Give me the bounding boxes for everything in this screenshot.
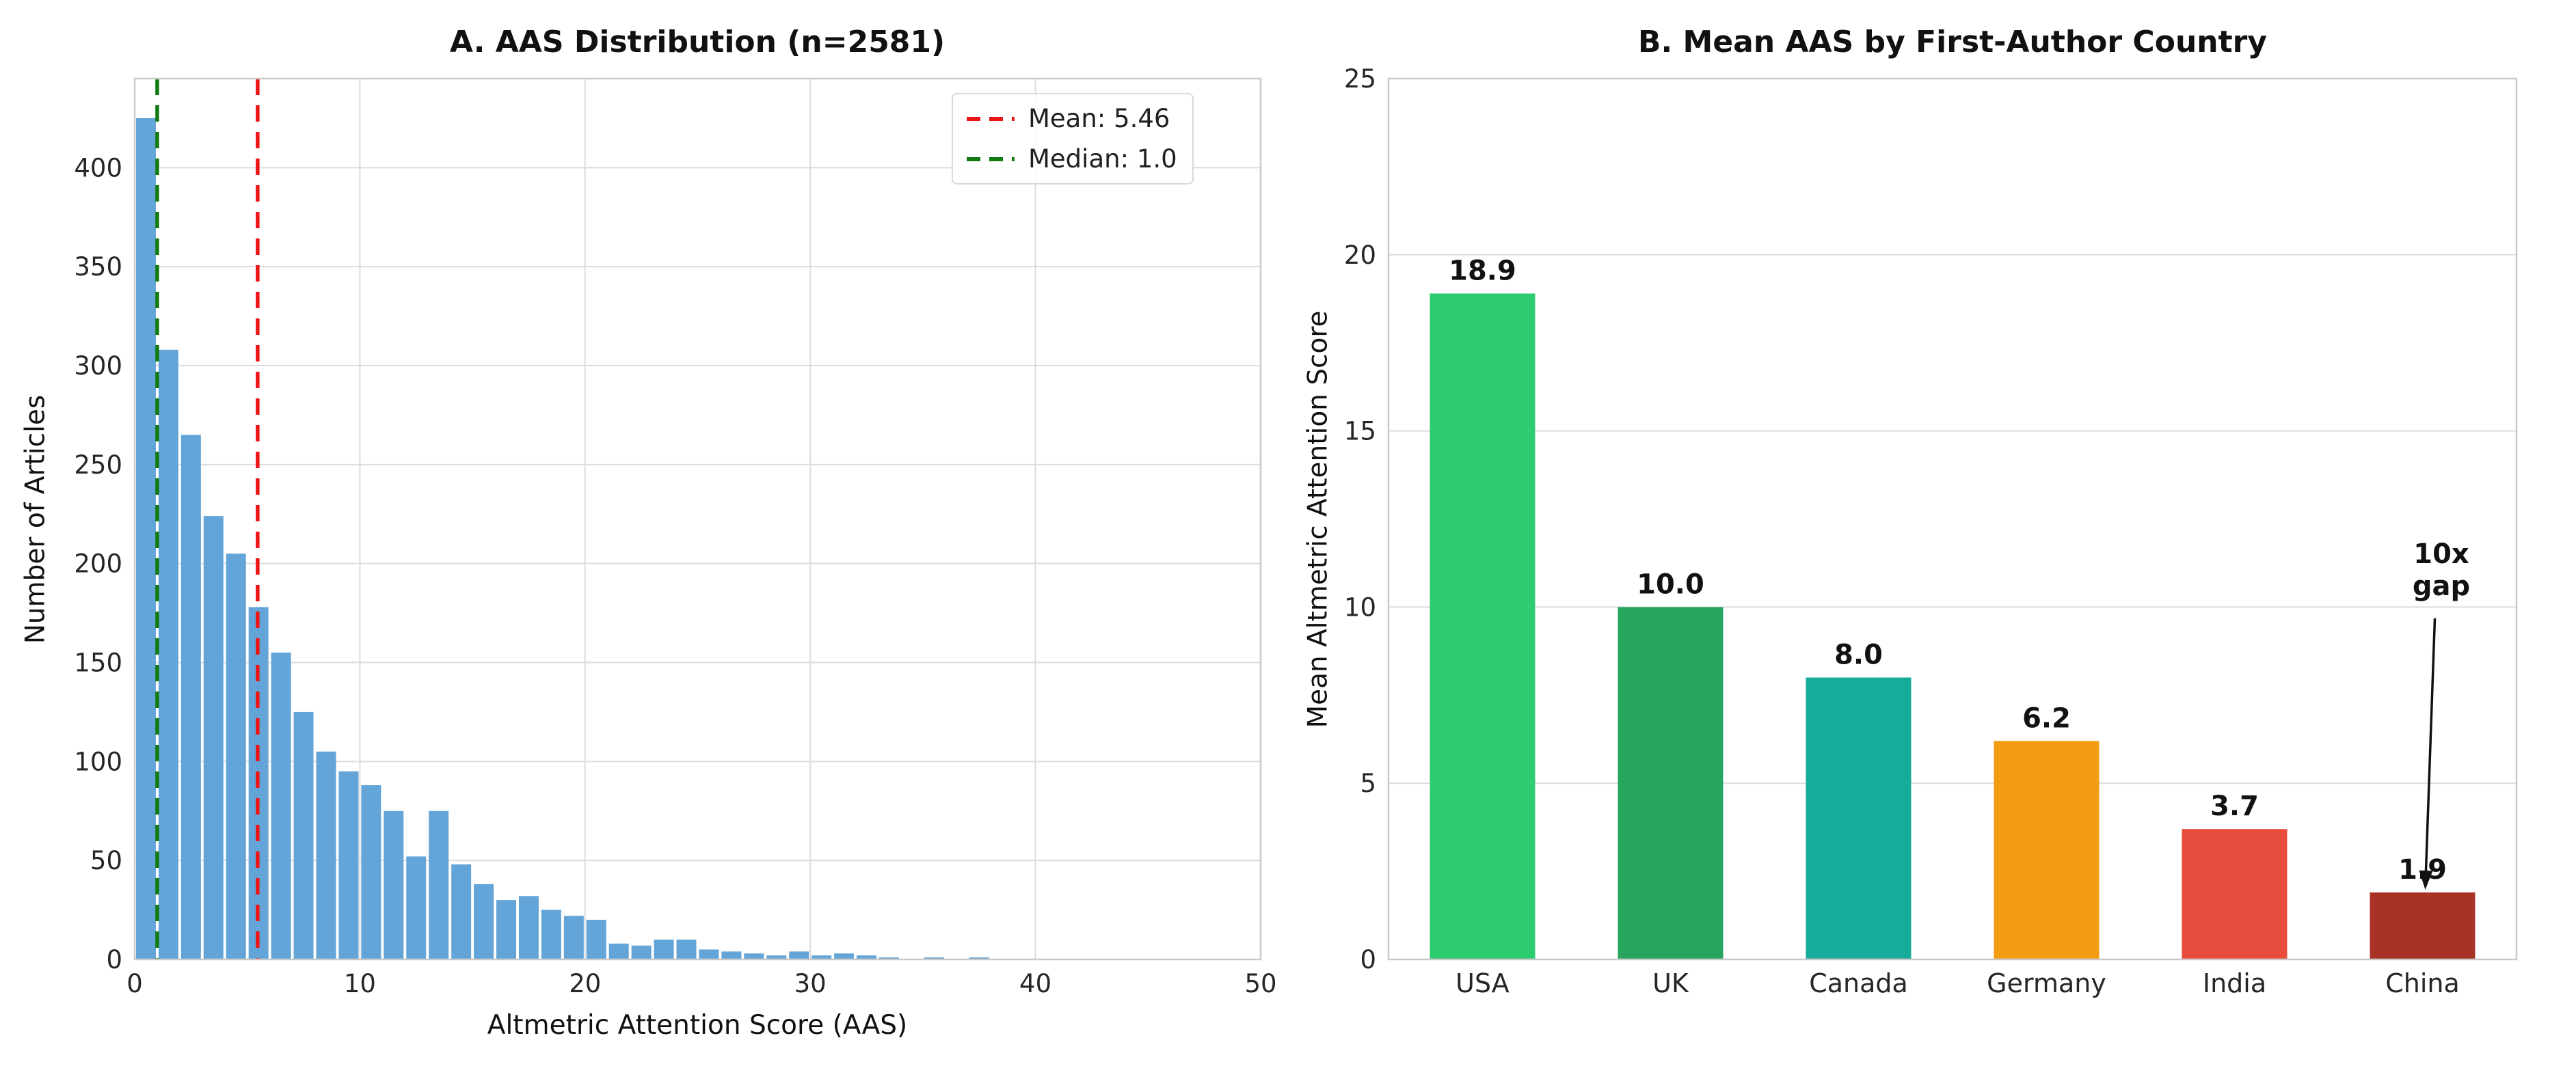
value-label: 10.0 (1637, 569, 1704, 600)
country-bar-chart: 18.9 USA 10.0 UK 8.0 Canada 6.2 Germany 3.7 India… (1344, 64, 2518, 998)
category-label: Canada (1809, 968, 1908, 998)
histogram-chart: 0 10 20 30 40 50 0 50 100 150 200 250 300 350 400 (74, 77, 1277, 998)
y-tick-label: 0 (1360, 945, 1376, 974)
legend-item-mean: Mean: 5.46 (967, 104, 1177, 133)
x-tick-label: 30 (794, 969, 827, 998)
histogram-bar (969, 957, 989, 959)
y-tick-label: 50 (90, 846, 122, 875)
histogram-bar (338, 771, 359, 959)
legend-label-median: Median: 1.0 (1028, 144, 1177, 174)
country-bar-panel: 18.9 USA 10.0 UK 8.0 Canada 6.2 Germany 3.7 India… (1288, 0, 2576, 1066)
histogram-bar (878, 957, 899, 959)
histogram-bar (271, 653, 291, 959)
histogram-bar (834, 953, 855, 959)
mean-line-swatch (967, 116, 1015, 121)
y-tick-label: 20 (1344, 241, 1376, 270)
legend-item-median: Median: 1.0 (967, 144, 1177, 174)
annotation-arrowhead (2419, 870, 2433, 890)
y-tick-label: 25 (1344, 64, 1376, 94)
histogram-bar (158, 349, 178, 959)
category-label: India (2203, 968, 2266, 998)
histogram-bar (135, 118, 156, 959)
annotation-arrow-line (2424, 618, 2437, 877)
country-bar (2182, 829, 2287, 959)
histogram-bar (789, 951, 809, 959)
histogram-bar (474, 884, 494, 959)
value-label: 18.9 (1449, 256, 1516, 287)
y-tick-label: 5 (1360, 769, 1376, 798)
histogram-bar (406, 856, 427, 959)
country-bar (1806, 677, 1911, 959)
panel-b-title: B. Mean AAS by First-Author Country (1637, 25, 2268, 59)
histogram-bar (384, 810, 404, 959)
histogram-bar (721, 951, 742, 959)
histogram-bar (180, 435, 201, 959)
histogram-bar (811, 955, 832, 959)
legend: Mean: 5.46 Median: 1.0 (952, 93, 1194, 184)
histogram-bar (766, 955, 787, 959)
histogram-bar (293, 711, 314, 959)
median-line-swatch (967, 156, 1015, 161)
histogram-bar (361, 785, 381, 959)
country-bar (2370, 892, 2476, 959)
histogram-bar (429, 810, 449, 959)
country-bar (1618, 607, 1723, 959)
value-label: 3.7 (2210, 791, 2259, 822)
histogram-bar (608, 943, 629, 959)
country-bar (1430, 293, 1535, 959)
country-bar (1994, 741, 2099, 959)
y-tick-label: 0 (106, 945, 122, 974)
histogram-bar (699, 949, 719, 959)
panel-a-title: A. AAS Distribution (n=2581) (449, 25, 945, 59)
histogram-bar (451, 864, 472, 959)
histogram-bar (924, 957, 944, 959)
histogram-bar (496, 900, 517, 959)
y-tick-label: 100 (74, 747, 122, 776)
histogram-bar (744, 953, 764, 959)
y-tick-label: 150 (74, 648, 122, 678)
histogram-bar (518, 896, 539, 959)
histogram-bar (676, 940, 697, 959)
value-label: 8.0 (1834, 640, 1883, 671)
x-tick-label: 40 (1019, 969, 1051, 998)
x-tick-label: 50 (1244, 969, 1276, 998)
histogram-bar (586, 920, 606, 959)
y-tick-label: 300 (74, 351, 122, 381)
histogram-panel: 0 10 20 30 40 50 0 50 100 150 200 250 300 350 400 A. A… (20, 25, 1277, 1041)
histogram-bar (563, 916, 584, 959)
y-tick-label: 15 (1344, 417, 1376, 446)
x-tick-label: 0 (126, 969, 143, 998)
y-tick-label: 10 (1344, 592, 1376, 622)
histogram-bar (226, 554, 246, 959)
y-tick-label: 350 (74, 252, 122, 282)
category-label: USA (1455, 968, 1510, 998)
histogram-bar (203, 516, 224, 959)
histogram-bar (654, 940, 674, 959)
value-label: 6.2 (2022, 702, 2071, 734)
panel-a-ylabel: Number of Articles (20, 394, 51, 644)
histogram-bar (631, 945, 652, 959)
category-label: Germany (1987, 968, 2106, 998)
gap-annotation: 10x gap (2412, 538, 2471, 603)
histogram-bar (857, 955, 877, 959)
plot-border (133, 77, 1262, 961)
category-label: UK (1652, 968, 1689, 998)
plot-border (1387, 77, 2518, 961)
category-label: China (2385, 968, 2460, 998)
legend-label-mean: Mean: 5.46 (1028, 104, 1170, 133)
histogram-bar (541, 910, 561, 959)
y-tick-label: 250 (74, 450, 122, 480)
y-tick-label: 400 (74, 153, 122, 182)
histogram-bar (316, 751, 336, 959)
y-tick-label: 200 (74, 549, 122, 579)
panel-a-xlabel: Altmetric Attention Score (AAS) (487, 1010, 908, 1041)
x-tick-label: 10 (344, 969, 376, 998)
panel-b-ylabel: Mean Altmetric Attention Score (1302, 310, 1334, 728)
x-tick-label: 20 (569, 969, 601, 998)
